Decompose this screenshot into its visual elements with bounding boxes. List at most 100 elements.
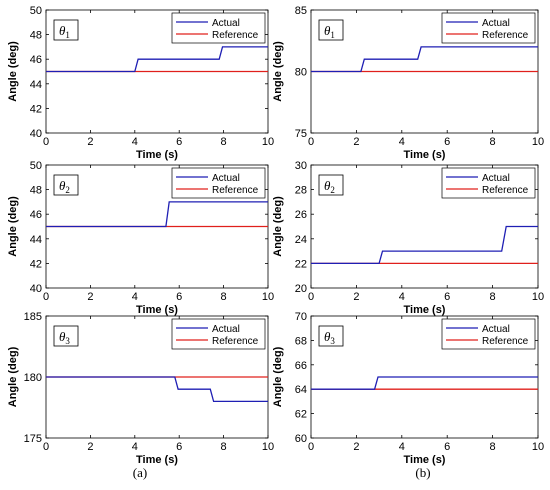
x-tick-label: 0 <box>308 441 314 453</box>
x-tick-label: 0 <box>43 291 49 303</box>
x-axis-label: Time (s) <box>404 149 446 161</box>
x-tick-label: 8 <box>221 136 227 148</box>
y-tick-label: 24 <box>295 234 307 246</box>
legend-label-reference: Reference <box>482 30 529 41</box>
chart-2: 0 2 4 6 8 10 75 80 85 Time (s) Angle (deg) ActualRe… <box>272 5 544 161</box>
x-axis-label: Time (s) <box>136 304 178 316</box>
annotation-label: θ3 <box>59 329 70 346</box>
legend-label-reference: Reference <box>212 30 259 41</box>
y-tick-label: 46 <box>30 209 42 221</box>
annotation-label: θ2 <box>324 178 335 195</box>
legend-label-actual: Actual <box>212 324 240 335</box>
y-tick-label: 85 <box>295 5 307 17</box>
annotation-label: θ1 <box>59 23 70 40</box>
legend-label-actual: Actual <box>482 18 510 29</box>
x-tick-label: 10 <box>262 136 274 148</box>
x-tick-label: 8 <box>490 291 496 303</box>
y-tick-label: 68 <box>295 335 307 347</box>
legend-box <box>441 167 536 199</box>
x-tick-label: 2 <box>87 291 93 303</box>
annotation-subscript: 3 <box>65 336 70 346</box>
x-tick-label: 4 <box>132 441 138 453</box>
y-axis-label: Angle (deg) <box>272 346 284 407</box>
y-tick-label: 26 <box>295 209 307 221</box>
x-tick-label: 0 <box>308 136 314 148</box>
legend-box <box>441 318 536 350</box>
legend-box <box>171 167 266 199</box>
x-tick-label: 2 <box>87 441 93 453</box>
series-line-actual <box>46 201 268 228</box>
x-tick-label: 0 <box>43 136 49 148</box>
annotation-box <box>318 325 344 347</box>
y-tick-label: 185 <box>24 311 42 323</box>
annotation-subscript: 1 <box>330 30 335 40</box>
legend-label-actual: Actual <box>212 173 240 184</box>
annotation-box <box>318 19 344 41</box>
annotation-box <box>53 325 79 347</box>
x-tick-label: 2 <box>353 291 359 303</box>
x-tick-label: 2 <box>87 136 93 148</box>
annotation-label: θ2 <box>59 178 70 195</box>
y-tick-label: 44 <box>30 234 42 246</box>
x-tick-label: 6 <box>176 441 182 453</box>
legend-label-reference: Reference <box>212 185 259 196</box>
annotation-subscript: 1 <box>65 30 70 40</box>
y-tick-label: 48 <box>30 30 42 42</box>
annotation-subscript: 3 <box>330 336 335 346</box>
x-tick-label: 10 <box>532 291 544 303</box>
series-line-actual <box>311 46 538 73</box>
x-tick-label: 2 <box>353 136 359 148</box>
legend-box <box>441 12 536 44</box>
y-tick-label: 75 <box>295 128 307 140</box>
y-tick-label: 20 <box>295 283 307 295</box>
panel-label-a: (a) <box>132 465 148 480</box>
legend-label-actual: Actual <box>482 324 510 335</box>
annotation-subscript: 2 <box>330 185 335 195</box>
y-tick-label: 42 <box>30 258 42 270</box>
y-tick-label: 64 <box>295 384 307 396</box>
legend-label-actual: Actual <box>482 173 510 184</box>
y-tick-label: 28 <box>295 185 307 197</box>
x-axis-label: Time (s) <box>404 454 446 466</box>
y-tick-label: 22 <box>295 258 307 270</box>
y-tick-label: 60 <box>295 433 307 445</box>
x-tick-label: 6 <box>176 136 182 148</box>
series-line-actual <box>311 225 538 265</box>
y-tick-label: 66 <box>295 360 307 372</box>
y-tick-label: 175 <box>24 433 42 445</box>
series-line-actual <box>311 376 538 390</box>
x-tick-label: 8 <box>221 441 227 453</box>
x-axis-label: Time (s) <box>404 304 446 316</box>
x-axis-label: Time (s) <box>136 454 178 466</box>
x-tick-label: 6 <box>444 441 450 453</box>
y-tick-label: 50 <box>30 160 42 172</box>
y-tick-label: 80 <box>295 67 307 79</box>
annotation-subscript: 2 <box>65 185 70 195</box>
series-line-actual <box>46 376 268 403</box>
x-tick-label: 4 <box>399 441 405 453</box>
y-axis-label: Angle (deg) <box>7 346 19 407</box>
y-tick-label: 70 <box>295 311 307 323</box>
x-tick-label: 0 <box>308 291 314 303</box>
x-axis-label: Time (s) <box>136 149 178 161</box>
x-tick-label: 4 <box>399 291 405 303</box>
chart-5: 0 2 4 6 8 10 175 180 185 Time (s) Angle (deg) Actua… <box>7 311 274 466</box>
panel-label-b: (b) <box>415 465 431 480</box>
y-tick-label: 62 <box>295 409 307 421</box>
legend-box <box>171 318 266 350</box>
legend-box <box>171 12 266 44</box>
legend-label-reference: Reference <box>212 336 259 347</box>
x-tick-label: 10 <box>532 441 544 453</box>
y-tick-label: 44 <box>30 79 42 91</box>
y-tick-label: 40 <box>30 128 42 140</box>
x-tick-label: 8 <box>490 136 496 148</box>
x-tick-label: 8 <box>221 291 227 303</box>
x-tick-label: 4 <box>132 136 138 148</box>
x-tick-label: 0 <box>43 441 49 453</box>
y-tick-label: 40 <box>30 283 42 295</box>
x-tick-label: 10 <box>262 441 274 453</box>
y-tick-label: 30 <box>295 160 307 172</box>
y-tick-label: 50 <box>30 5 42 17</box>
